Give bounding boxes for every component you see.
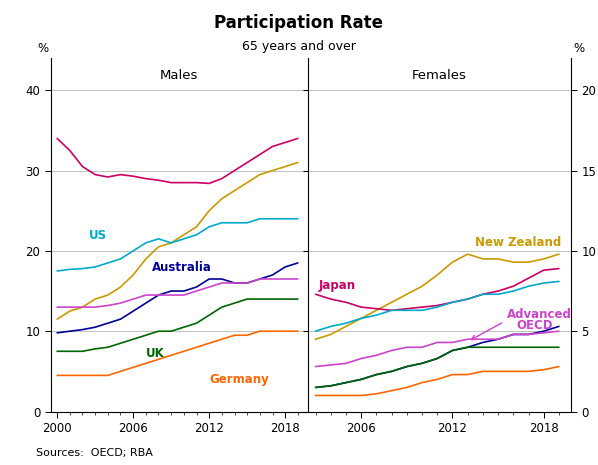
Text: New Zealand: New Zealand [475, 236, 562, 249]
Text: Males: Males [160, 69, 199, 82]
Text: Sources:  OECD; RBA: Sources: OECD; RBA [36, 448, 152, 458]
Text: OECD: OECD [516, 319, 553, 332]
Text: Japan: Japan [319, 279, 356, 292]
Text: Participation Rate: Participation Rate [215, 14, 383, 32]
Text: Females: Females [412, 69, 467, 82]
Text: US: US [89, 229, 107, 242]
Text: 65 years and over: 65 years and over [242, 40, 356, 53]
Text: Australia: Australia [152, 261, 212, 274]
Text: Germany: Germany [209, 373, 269, 386]
Text: %: % [573, 41, 585, 54]
Text: UK: UK [146, 347, 164, 360]
Text: Advanced: Advanced [507, 308, 572, 321]
Text: %: % [37, 41, 48, 54]
